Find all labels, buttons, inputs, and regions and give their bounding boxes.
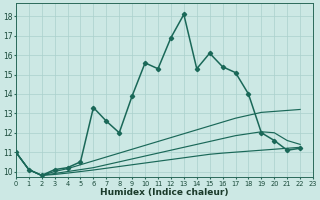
X-axis label: Humidex (Indice chaleur): Humidex (Indice chaleur) [100, 188, 229, 197]
